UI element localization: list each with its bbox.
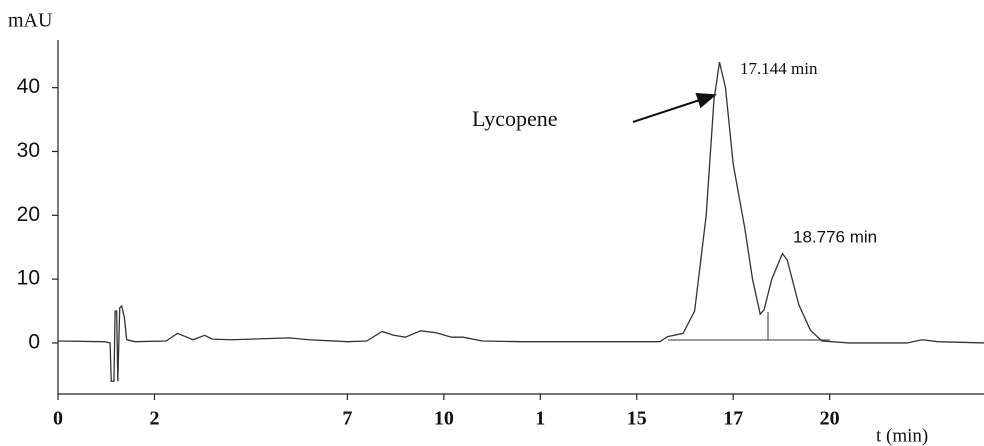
- x-tick-label: 0: [53, 408, 63, 430]
- y-axis-label: mAU: [8, 10, 53, 32]
- y-tick-label: 0: [28, 330, 40, 353]
- signal-line: [57, 62, 984, 382]
- x-tick-label: 17: [723, 408, 743, 430]
- y-tick-label: 10: [17, 267, 40, 290]
- x-tick-label: 7: [342, 408, 352, 430]
- annotation: 17.144 min: [740, 59, 818, 78]
- y-tick-label: 40: [17, 75, 40, 98]
- y-tick-label: 20: [17, 203, 40, 226]
- annotation: 18.776 min: [793, 227, 877, 246]
- arrow: [632, 93, 717, 123]
- x-tick-label: 1: [535, 408, 545, 430]
- annotation: Lycopene: [472, 106, 558, 131]
- y-tick-label: 30: [17, 139, 40, 162]
- x-tick-label: 20: [820, 408, 840, 430]
- x-tick-label: 10: [434, 408, 454, 430]
- x-tick-label: 15: [627, 408, 647, 430]
- x-tick-label: 2: [149, 408, 159, 430]
- x-axis-label: t (min): [876, 425, 928, 446]
